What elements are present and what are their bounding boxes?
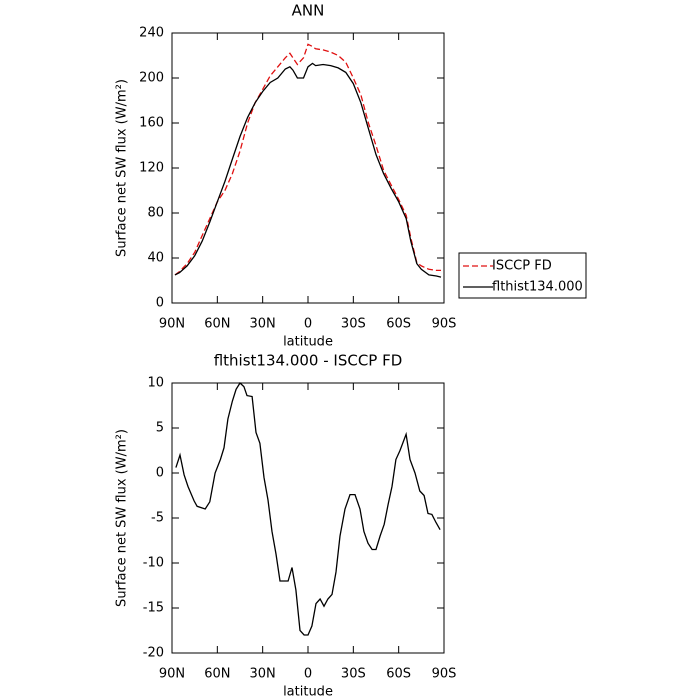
y-tick-label: 80 xyxy=(147,206,164,221)
y-tick-label: -15 xyxy=(143,601,164,616)
x-tick-label: 30S xyxy=(341,667,366,682)
y-tick-label: 120 xyxy=(139,161,164,176)
y-tick-label: 40 xyxy=(147,251,164,266)
x-axis-label: latitude xyxy=(283,685,333,700)
y-tick-label: 0 xyxy=(156,296,164,311)
y-tick-label: 0 xyxy=(156,466,164,481)
chart-title: flthist134.000 - ISCCP FD xyxy=(214,352,403,370)
x-tick-label: 0 xyxy=(304,667,312,682)
plot-frame xyxy=(171,32,445,304)
x-tick-label: 0 xyxy=(304,317,312,332)
legend-box xyxy=(458,252,587,299)
x-axis-label: latitude xyxy=(283,335,333,350)
y-axis-label: Surface net SW flux (W/m²) xyxy=(115,429,130,607)
data-line xyxy=(174,62,442,278)
y-tick-label: 200 xyxy=(139,71,164,86)
x-tick-label: 60S xyxy=(386,317,411,332)
data-line xyxy=(174,43,441,276)
x-tick-label: 90N xyxy=(159,667,185,682)
x-tick-label: 90S xyxy=(432,317,457,332)
legend-label: ISCCP FD xyxy=(492,259,552,274)
plot-frame xyxy=(171,382,445,654)
x-tick-label: 90N xyxy=(159,317,185,332)
x-tick-label: 60S xyxy=(386,667,411,682)
y-axis-label: Surface net SW flux (W/m²) xyxy=(115,79,130,257)
x-tick-label: 30S xyxy=(341,317,366,332)
chart-title: ANN xyxy=(292,2,325,20)
y-tick-label: 10 xyxy=(147,376,164,391)
x-tick-label: 30N xyxy=(250,667,276,682)
y-tick-label: -20 xyxy=(143,646,164,661)
data-line xyxy=(175,381,441,636)
legend-label: flthist134.000 xyxy=(492,280,583,295)
y-tick-label: 5 xyxy=(156,421,164,436)
y-tick-label: -5 xyxy=(151,511,164,526)
y-tick-label: -10 xyxy=(143,556,164,571)
y-tick-label: 160 xyxy=(139,116,164,131)
y-tick-label: 240 xyxy=(139,26,164,41)
x-tick-label: 90S xyxy=(432,667,457,682)
x-tick-label: 60N xyxy=(204,317,230,332)
x-tick-label: 60N xyxy=(204,667,230,682)
x-tick-label: 30N xyxy=(250,317,276,332)
